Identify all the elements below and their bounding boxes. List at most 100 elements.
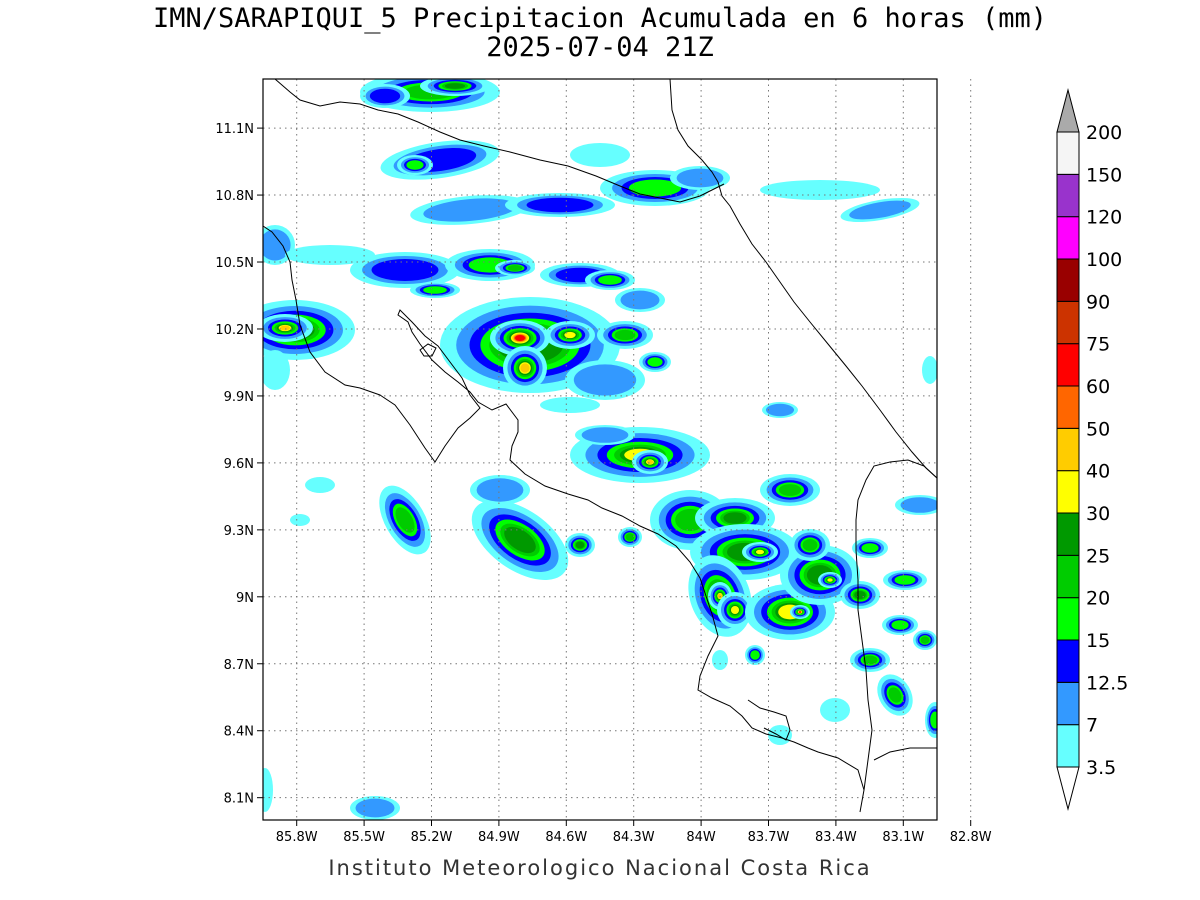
legend-swatch [1056,131,1080,175]
legend-swatch [1056,681,1080,726]
map-grid [263,79,972,820]
precip-cell [765,403,795,417]
precip-cell [676,168,724,188]
precip-cell [406,160,424,170]
legend-swatch [1056,258,1080,302]
precip-cell [581,427,629,443]
lat-tick-label: 8.4N [224,725,254,740]
precip-cell [504,526,536,554]
precip-cell [369,88,401,104]
legend-label: 40 [1086,461,1110,483]
legend-swatch [1056,385,1080,429]
legend-upper-arrow [1056,88,1080,133]
precip-cell [802,539,818,551]
precip-cell [573,364,637,396]
precip-cell [647,357,663,367]
lat-tick-label: 9.3N [224,524,254,539]
lon-tick-label: 84.6W [545,830,587,845]
latitude-axis: 11.1N 10.8N 10.5N 10.2N 9.9N 9.6N 9.3N 9N 8.7N 8.… [215,122,263,807]
precip-cell [894,575,916,585]
precip-cell [723,512,747,524]
precip-cell [507,265,523,271]
lat-tick-label: 10.2N [215,323,254,338]
precip-cell [854,590,866,600]
legend-lower-arrow [1056,766,1080,811]
precip-cell [861,543,879,553]
precip-cell [760,180,880,200]
legend-label: 90 [1086,291,1110,313]
legend-label: 30 [1086,503,1110,525]
legend-label: 25 [1086,545,1110,567]
precip-cell [900,497,937,513]
precip-cell [564,331,576,339]
precip-cell [620,290,660,310]
legend-label: 60 [1086,376,1110,398]
lat-tick-label: 9.6N [224,457,254,472]
precip-cell [888,687,902,703]
lon-tick-label: 84.3W [613,830,655,845]
precip-cell [598,275,622,285]
precip-cell [717,593,723,599]
precip-cell [922,356,937,384]
legend-swatch [1056,216,1080,260]
precip-cell [862,655,878,665]
lon-tick-label: 82.8W [950,830,992,845]
lon-tick-label: 84W [686,830,716,845]
lon-tick-label: 83.7W [748,830,790,845]
pacific-coastline [263,225,865,813]
precip-cell [614,329,636,341]
precip-cell [263,229,291,261]
lon-tick-label: 84.9W [478,830,520,845]
precip-cell [285,245,375,265]
precip-cell [526,197,594,213]
precip-cell [750,650,760,660]
legend-label: 12.5 [1086,672,1128,694]
legend-swatch [1056,639,1080,683]
precip-cell [891,620,909,630]
footer-credit: Instituto Meteorologico Nacional Costa R… [328,856,872,880]
coastline-borders [263,79,937,813]
precip-cell [778,484,802,496]
precip-cell [444,83,466,89]
precip-cell [570,143,630,167]
legend-label: 20 [1086,588,1110,610]
precip-cell [355,798,395,818]
legend-label: 200 [1086,122,1122,144]
lat-tick-label: 9N [236,591,254,606]
lon-tick-label: 83.4W [815,830,857,845]
precip-cell [628,179,682,197]
precipitation-legend: 3.5 7 12.5 15 20 25 30 40 50 60 75 90 100 120 150 200 [1056,88,1128,811]
burica-peninsula [873,747,937,761]
precip-cell [730,605,740,615]
precipitation-field [263,79,937,820]
legend-label: 75 [1086,334,1110,356]
nicoya-island [419,343,437,357]
legend-swatch [1056,427,1080,472]
caribbean-coastline [669,79,937,479]
precip-cell [820,698,850,722]
precip-cell [798,611,802,613]
legend-label: 120 [1086,207,1122,229]
lon-tick-label: 85.2W [411,830,453,845]
precip-cell [625,533,635,541]
legend-label: 100 [1086,249,1122,271]
legend-swatch [1056,343,1080,387]
legend-swatch [1056,724,1080,768]
legend-swatch [1056,512,1080,556]
precip-cell [646,459,654,465]
map-title: IMN/SARAPIQUI_5 Precipitacion Acumulada … [152,3,1048,34]
legend-swatch [1056,470,1080,514]
precip-cell [849,200,911,220]
lat-tick-label: 8.7N [224,658,254,673]
precip-cell [930,711,937,729]
precip-cell [280,325,290,331]
precip-cell [305,477,335,493]
precip-cell [290,514,310,526]
nicaragua-border [274,79,725,203]
precip-cell [263,350,290,390]
lat-tick-label: 8.1N [224,792,254,807]
legend-label: 50 [1086,418,1110,440]
lat-tick-label: 10.8N [215,189,254,204]
precip-cell [395,507,415,533]
